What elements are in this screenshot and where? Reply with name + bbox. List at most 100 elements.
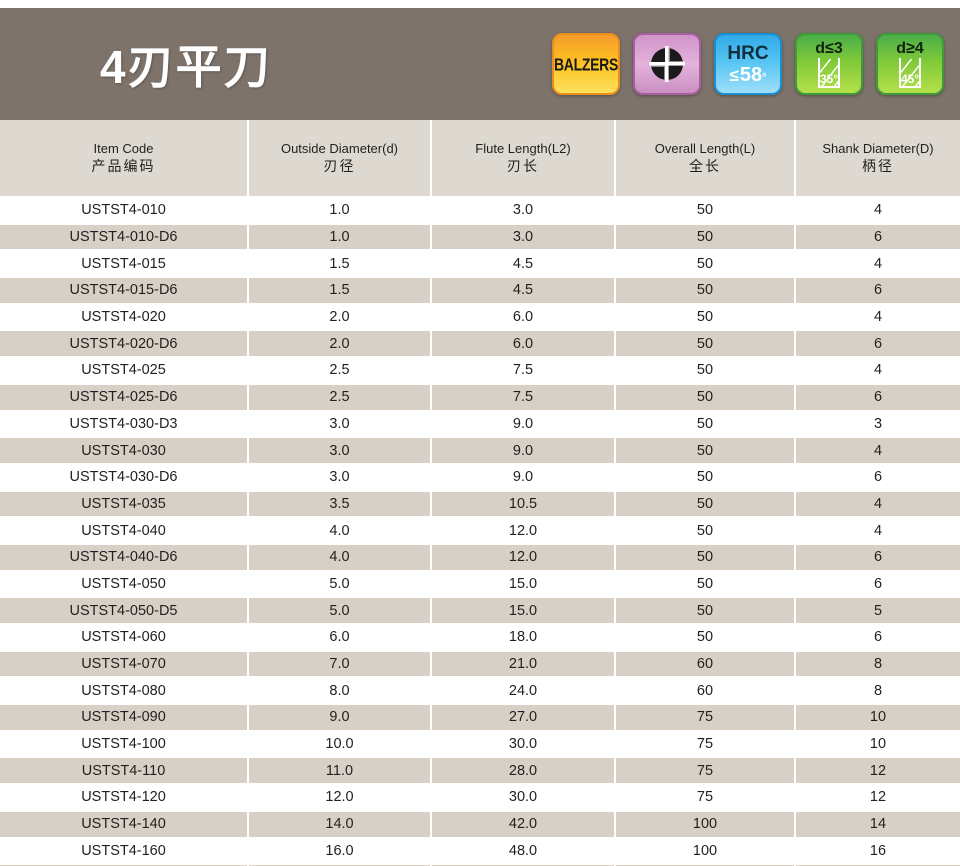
table-cell: 3.0 [249,464,432,490]
spec-table-viewport: Item Code 产品编码 Outside Diameter(d) 刃径 Flute … [0,120,960,866]
table-cell: 3.0 [249,411,432,437]
table-cell: 75 [616,785,796,810]
table-cell: 50 [616,331,796,357]
table-cell: 4 [796,304,960,330]
table-row[interactable]: USTST4-030 3.0 9.0 50 4 [0,438,960,463]
table-row[interactable]: USTST4-030-D6 3.0 9.0 50 6 [0,464,960,490]
table-cell: 8 [796,651,960,677]
table-cell: USTST4-040-D6 [0,544,249,570]
table-row[interactable]: USTST4-060 6.0 18.0 50 6 [0,625,960,650]
table-row[interactable]: USTST4-015-D6 1.5 4.5 50 6 [0,278,960,303]
table-row[interactable]: USTST4-020 2.0 6.0 50 4 [0,304,960,330]
table-row[interactable]: USTST4-010 1.0 3.0 50 4 [0,198,960,223]
table-cell: 4 [796,251,960,277]
column-header-en: Flute Length(L2) [475,140,571,156]
table-cell: 48.0 [432,838,616,864]
table-cell: 42.0 [432,811,616,837]
table-cell: 6 [796,544,960,570]
table-row[interactable]: USTST4-120 12.0 30.0 75 12 [0,785,960,810]
table-cell: 50 [616,571,796,597]
table-cell: 10.0 [249,731,432,757]
table-cell: 28.0 [432,758,616,784]
table-cell: 14.0 [249,811,432,837]
table-cell: 9.0 [249,705,432,730]
table-row[interactable]: USTST4-010-D6 1.0 3.0 50 6 [0,224,960,250]
table-row[interactable]: USTST4-100 10.0 30.0 75 10 [0,731,960,757]
table-cell: USTST4-015-D6 [0,278,249,303]
table-cell: 50 [616,304,796,330]
helix-large-angle: 45° [901,71,920,86]
table-cell: USTST4-040 [0,518,249,543]
table-cell: 12.0 [432,518,616,543]
table-cell: 60 [616,651,796,677]
four-flute-badge [633,33,701,95]
table-cell: 11.0 [249,758,432,784]
table-cell: 16.0 [249,838,432,864]
hrc-label: HRC [727,42,769,64]
table-cell: 9.0 [432,438,616,463]
table-cell: 50 [616,224,796,250]
column-header-en: Shank Diameter(D) [822,140,934,156]
table-row[interactable]: USTST4-025 2.5 7.5 50 4 [0,358,960,383]
table-cell: 10.5 [432,491,616,517]
table-cell: USTST4-060 [0,625,249,650]
table-row[interactable]: USTST4-035 3.5 10.5 50 4 [0,491,960,517]
table-cell: USTST4-030-D3 [0,411,249,437]
helix-small-angle: 35° [820,71,839,86]
row-separator [0,409,960,412]
table-row[interactable]: USTST4-110 11.0 28.0 75 12 [0,758,960,784]
row-separator [0,756,960,759]
table-row[interactable]: USTST4-040 4.0 12.0 50 4 [0,518,960,543]
row-separator [0,462,960,465]
table-cell: 7.5 [432,358,616,383]
table-cell: USTST4-050-D5 [0,598,249,623]
table-row[interactable]: USTST4-040-D6 4.0 12.0 50 6 [0,544,960,570]
table-cell: 1.5 [249,278,432,303]
table-row[interactable]: USTST4-015 1.5 4.5 50 4 [0,251,960,277]
table-cell: 3.0 [432,224,616,250]
table-cell: 50 [616,598,796,623]
table-row[interactable]: USTST4-030-D3 3.0 9.0 50 3 [0,411,960,437]
balzers-label: BALZERS [554,54,619,74]
table-cell: 6 [796,571,960,597]
column-header-en: Item Code [93,140,154,156]
table-row[interactable]: USTST4-050-D5 5.0 15.0 50 5 [0,598,960,623]
table-cell: USTST4-010-D6 [0,224,249,250]
table-row[interactable]: USTST4-160 16.0 48.0 100 16 [0,838,960,864]
row-separator [0,516,960,519]
table-cell: 27.0 [432,705,616,730]
table-row[interactable]: USTST4-080 8.0 24.0 60 8 [0,678,960,704]
table-cell: 6 [796,384,960,410]
row-separator [0,276,960,279]
table-cell: 50 [616,278,796,303]
table-row[interactable]: USTST4-020-D6 2.0 6.0 50 6 [0,331,960,357]
column-header-zh: 刃径 [323,158,356,175]
column-header-0: Item Code 产品编码 [0,120,249,196]
table-cell: 50 [616,251,796,277]
table-cell: 12 [796,785,960,810]
table-cell: 50 [616,491,796,517]
table-cell: USTST4-140 [0,811,249,837]
table-cell: USTST4-120 [0,785,249,810]
table-cell: 3 [796,411,960,437]
row-separator [0,676,960,679]
table-cell: USTST4-020 [0,304,249,330]
table-cell: 50 [616,464,796,490]
table-row[interactable]: USTST4-025-D6 2.5 7.5 50 6 [0,384,960,410]
table-cell: USTST4-025 [0,358,249,383]
column-header-zh: 柄径 [862,158,894,175]
table-cell: 1.0 [249,224,432,250]
table-row[interactable]: USTST4-140 14.0 42.0 100 14 [0,811,960,837]
table-cell: 75 [616,705,796,730]
table-cell: USTST4-050 [0,571,249,597]
table-cell: 9.0 [432,464,616,490]
table-cell: USTST4-080 [0,678,249,704]
row-separator [0,489,960,492]
table-cell: 30.0 [432,785,616,810]
table-row[interactable]: USTST4-050 5.0 15.0 50 6 [0,571,960,597]
table-row[interactable]: USTST4-070 7.0 21.0 60 8 [0,651,960,677]
row-separator [0,809,960,812]
table-row[interactable]: USTST4-090 9.0 27.0 75 10 [0,705,960,730]
table-cell: 15.0 [432,598,616,623]
table-cell: 7.5 [432,384,616,410]
